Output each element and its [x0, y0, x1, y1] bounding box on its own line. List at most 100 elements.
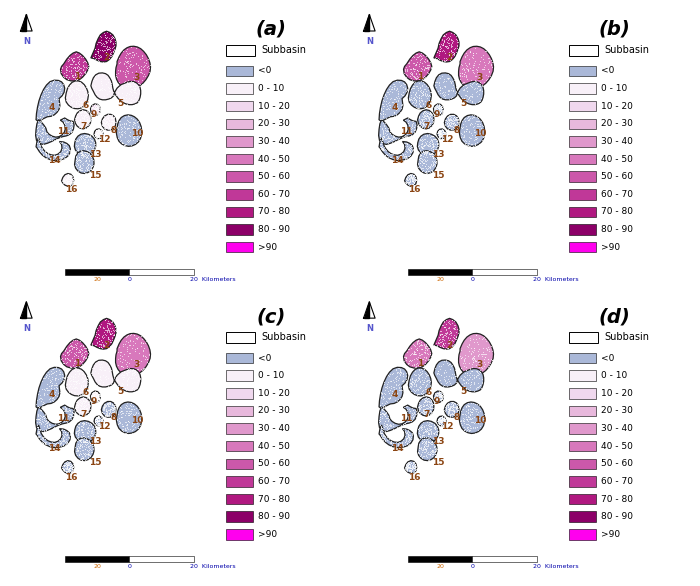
Point [382, 132, 393, 142]
Point [102, 398, 113, 407]
Point [64, 409, 75, 418]
Point [478, 50, 489, 59]
Point [94, 416, 105, 425]
Point [80, 353, 92, 363]
Point [81, 151, 92, 161]
Point [85, 151, 96, 160]
Point [414, 403, 426, 413]
Point [391, 152, 402, 162]
Point [449, 316, 460, 326]
Point [475, 129, 486, 138]
Point [434, 389, 445, 398]
Point [85, 420, 96, 429]
Point [88, 396, 99, 406]
Text: (c): (c) [256, 307, 286, 326]
Point [468, 335, 479, 344]
Point [434, 392, 445, 401]
Point [440, 42, 451, 51]
Point [99, 115, 110, 125]
Point [67, 94, 78, 104]
Point [65, 457, 76, 466]
Point [122, 408, 134, 418]
Point [122, 75, 133, 84]
Point [104, 120, 116, 130]
Point [99, 365, 110, 374]
Point [33, 428, 44, 437]
Point [36, 128, 48, 137]
Point [450, 332, 461, 342]
Point [128, 410, 139, 420]
Point [407, 461, 418, 470]
Point [401, 461, 412, 471]
Point [84, 438, 95, 448]
Point [404, 144, 415, 153]
Point [105, 51, 116, 60]
Point [43, 134, 54, 143]
Point [60, 466, 71, 476]
Text: N: N [23, 323, 30, 333]
Point [72, 445, 83, 455]
Point [421, 163, 432, 172]
Point [78, 449, 90, 459]
Point [60, 405, 71, 414]
Point [422, 447, 433, 456]
Text: 20  Kilometers: 20 Kilometers [533, 564, 579, 569]
Text: 12: 12 [441, 422, 454, 431]
Point [435, 125, 446, 135]
Point [421, 349, 433, 358]
Point [72, 159, 83, 168]
Point [92, 131, 104, 140]
Point [424, 110, 435, 119]
Point [74, 369, 85, 378]
Point [425, 449, 436, 458]
Point [70, 356, 81, 366]
Point [393, 439, 404, 448]
Text: 9: 9 [434, 110, 440, 120]
Point [62, 180, 73, 190]
Point [426, 166, 438, 175]
Point [377, 127, 388, 136]
Point [478, 414, 489, 424]
Point [459, 358, 470, 367]
Point [76, 97, 88, 107]
Point [74, 67, 85, 77]
Point [59, 176, 70, 185]
Point [378, 431, 389, 440]
Point [460, 365, 471, 374]
Point [43, 417, 54, 427]
Point [63, 176, 74, 186]
Point [71, 118, 83, 128]
Point [433, 142, 444, 151]
Point [32, 428, 43, 438]
Point [137, 346, 148, 355]
Point [38, 86, 49, 96]
Point [403, 427, 414, 437]
Point [414, 403, 425, 412]
Point [386, 93, 397, 103]
Point [75, 342, 86, 351]
Point [439, 48, 450, 57]
Point [90, 391, 101, 401]
Point [414, 408, 426, 417]
Point [76, 421, 88, 431]
Point [90, 425, 101, 434]
Point [384, 438, 395, 447]
Point [72, 445, 83, 454]
Point [132, 128, 143, 137]
Point [82, 114, 93, 124]
Point [443, 359, 454, 369]
Point [377, 133, 388, 142]
Point [417, 379, 428, 389]
Point [88, 396, 99, 405]
Point [449, 322, 461, 332]
Point [428, 442, 440, 451]
Text: 20: 20 [93, 277, 101, 282]
Point [406, 355, 417, 364]
Point [430, 393, 441, 402]
Point [34, 403, 45, 412]
Point [471, 64, 482, 73]
Point [421, 403, 433, 413]
Point [447, 408, 458, 418]
Point [430, 424, 441, 433]
Point [421, 63, 432, 73]
